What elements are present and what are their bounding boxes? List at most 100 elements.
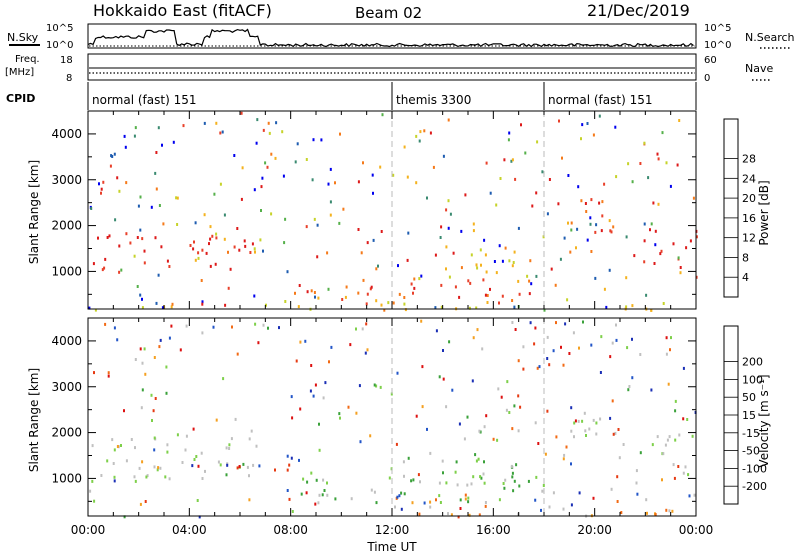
heatmap-cell <box>583 411 586 415</box>
heatmap-cell <box>563 453 566 457</box>
nsky-label: N.Sky <box>7 31 39 44</box>
heatmap-cell <box>565 445 568 449</box>
heatmap-cell <box>445 405 448 409</box>
heatmap-cell <box>429 131 432 135</box>
heatmap-cell <box>452 251 455 255</box>
heatmap-cell <box>137 204 140 208</box>
colorbar-tick-label: 24 <box>742 172 756 185</box>
heatmap-cell <box>440 305 443 309</box>
heatmap-cell <box>327 182 330 186</box>
heatmap-cell <box>134 479 137 483</box>
heatmap-cell <box>605 305 608 309</box>
heatmap-cell <box>309 389 312 393</box>
heatmap-cell <box>467 496 470 500</box>
heatmap-cell <box>472 222 475 226</box>
heatmap-cell <box>495 203 498 207</box>
heatmap-cell <box>215 232 218 236</box>
heatmap-cell <box>242 462 245 466</box>
heatmap-cell <box>315 478 318 482</box>
heatmap-cell <box>322 396 325 400</box>
heatmap-cell <box>296 142 299 146</box>
heatmap-cell <box>589 216 592 220</box>
heatmap-cell <box>144 500 147 503</box>
heatmap-cell <box>172 140 175 144</box>
heatmap-cell <box>450 513 453 517</box>
heatmap-cell <box>503 486 506 490</box>
heatmap-cell <box>420 319 423 323</box>
heatmap-cell <box>377 264 379 268</box>
heatmap-cell <box>224 303 227 307</box>
heatmap-cell <box>156 468 159 472</box>
heatmap-cell <box>674 399 677 403</box>
colorbar-tick-label: 8 <box>742 251 749 264</box>
heatmap-cell <box>415 134 418 138</box>
heatmap-cell <box>334 181 336 185</box>
heatmap-cell <box>372 238 375 242</box>
heatmap-cell <box>580 137 582 141</box>
heatmap-cell <box>139 502 142 506</box>
heatmap-cell <box>161 306 164 310</box>
heatmap-cell <box>248 437 251 441</box>
heatmap-cell <box>660 249 663 253</box>
heatmap-cell <box>421 405 424 409</box>
nsky-trace <box>87 28 695 48</box>
heatmap-cell <box>89 489 92 493</box>
heatmap-cell <box>97 236 99 240</box>
heatmap-cell <box>274 156 277 160</box>
colorbar-tick-label: -15 <box>742 427 760 440</box>
heatmap-cell <box>203 121 206 125</box>
heatmap-cell <box>590 343 593 347</box>
heatmap-cell <box>684 465 687 469</box>
heatmap-cell <box>682 366 685 370</box>
nave-tick-top: 60 <box>704 55 717 66</box>
heatmap-cell <box>106 459 109 463</box>
heatmap-cell <box>413 286 416 290</box>
heatmap-cell <box>468 306 471 310</box>
heatmap-cell <box>198 515 201 519</box>
heatmap-cell <box>518 484 521 488</box>
heatmap-cell <box>448 275 451 279</box>
heatmap-cell <box>141 388 144 392</box>
heatmap-cell <box>661 131 664 135</box>
heatmap-cell <box>601 214 604 218</box>
heatmap-cell <box>314 383 317 387</box>
heatmap-cell <box>501 259 504 263</box>
heatmap-cell <box>510 159 513 163</box>
heatmap-cell <box>191 464 194 468</box>
heatmap-cell <box>114 218 117 222</box>
heatmap-cell <box>454 285 457 289</box>
heatmap-cell <box>468 513 471 517</box>
heatmap-cell <box>447 512 449 516</box>
heatmap-cell <box>294 160 297 164</box>
heatmap-cell <box>360 251 363 255</box>
heatmap-cell <box>254 250 256 254</box>
heatmap-cell <box>562 363 565 367</box>
heatmap-cell <box>256 118 259 122</box>
heatmap-cell <box>438 375 441 379</box>
heatmap-cell <box>388 476 391 480</box>
heatmap-cell <box>201 302 204 306</box>
heatmap-cell <box>229 267 232 271</box>
heatmap-cell <box>573 421 576 425</box>
heatmap-cell <box>674 438 677 442</box>
heatmap-cell <box>223 237 226 241</box>
heatmap-cell <box>262 249 264 253</box>
heatmap-cell <box>484 253 487 257</box>
heatmap-cell <box>295 359 298 363</box>
heatmap-cell <box>625 276 628 280</box>
beam-title: Beam 02 <box>355 4 422 22</box>
heatmap-cell <box>657 157 660 161</box>
heatmap-cell <box>403 474 405 478</box>
heatmap-cell <box>588 427 591 431</box>
heatmap-cell <box>109 164 112 168</box>
heatmap-cell <box>297 305 300 309</box>
y-tick-label: 1000 <box>51 264 82 278</box>
heatmap-cell <box>170 305 173 309</box>
heatmap-cell <box>209 237 212 241</box>
heatmap-cell <box>306 480 309 484</box>
x-tick-label: 04:00 <box>172 523 207 537</box>
heatmap-cell <box>471 379 474 383</box>
heatmap-cell <box>550 267 553 271</box>
heatmap-cell <box>267 121 270 125</box>
